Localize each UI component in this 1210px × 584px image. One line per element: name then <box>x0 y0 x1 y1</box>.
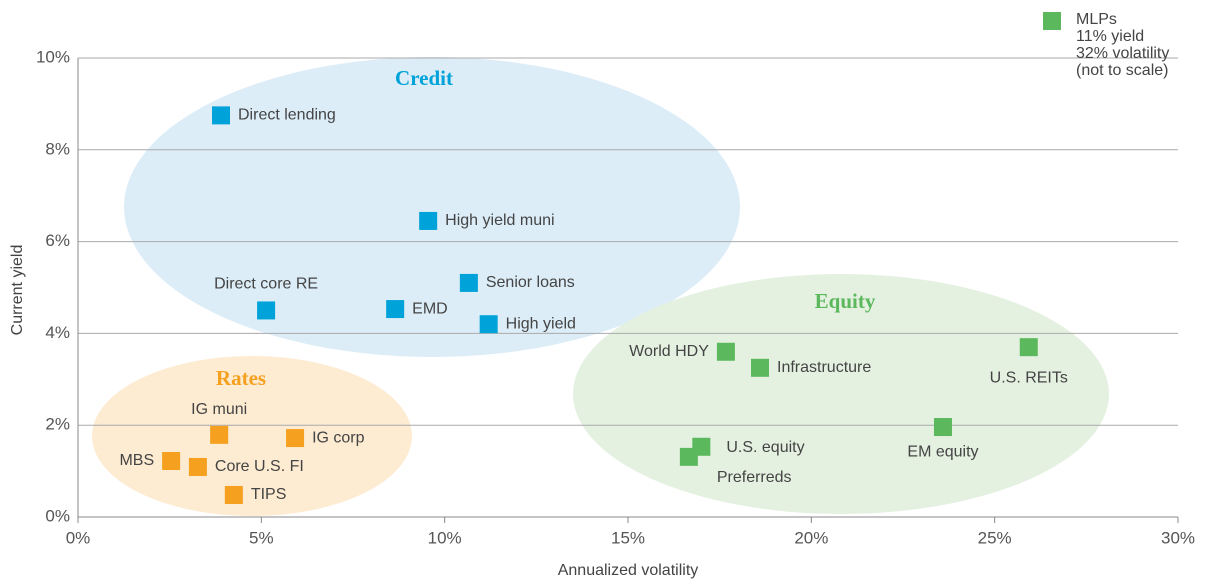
rates-region <box>92 356 412 516</box>
point-label: MBS <box>119 452 154 469</box>
point <box>188 457 207 476</box>
annotation: 11% yield <box>1076 28 1144 45</box>
annotation: 32% volatility <box>1076 45 1169 62</box>
point <box>212 106 230 125</box>
point <box>751 358 769 377</box>
y-tick-label: 2% <box>45 415 70 434</box>
point <box>716 342 735 361</box>
point-label: EMD <box>412 300 448 317</box>
point <box>479 315 498 334</box>
point-label: EM equity <box>907 443 978 460</box>
point <box>224 485 243 504</box>
x-tick-label: 10% <box>428 528 462 547</box>
point-label: World HDY <box>629 343 709 360</box>
point-label: IG corp <box>312 429 365 446</box>
y-tick-label: 8% <box>45 139 70 158</box>
point <box>419 211 438 230</box>
y-tick-label: 4% <box>45 323 70 342</box>
point <box>1019 338 1038 357</box>
x-tick-label: 30% <box>1161 528 1195 547</box>
x-tick-label: 5% <box>249 528 274 547</box>
point <box>257 301 276 320</box>
annotation: (not to scale) <box>1076 62 1168 79</box>
group-label: Rates <box>216 366 266 390</box>
point-label: IG muni <box>191 401 247 418</box>
y-axis-title: Current yield <box>9 245 26 336</box>
y-tick-label: 0% <box>45 506 70 525</box>
point-label: Senior loans <box>486 274 575 291</box>
point <box>162 452 181 471</box>
annotation-marker <box>1043 12 1061 30</box>
x-axis-title: Annualized volatility <box>558 562 699 579</box>
group-label: Credit <box>395 66 453 90</box>
x-tick-label: 20% <box>794 528 828 547</box>
point-label: TIPS <box>251 486 287 503</box>
point <box>459 273 478 292</box>
point-label: U.S. REITs <box>990 369 1068 386</box>
group-label: Equity <box>815 289 876 313</box>
x-tick-label: 15% <box>611 528 645 547</box>
point <box>210 425 229 444</box>
y-tick-label: 10% <box>36 47 70 66</box>
y-tick-label: 6% <box>45 231 70 250</box>
x-tick-label: 0% <box>66 528 91 547</box>
point <box>286 429 305 448</box>
point-label: High yield muni <box>445 212 554 229</box>
x-tick-label: 25% <box>978 528 1012 547</box>
annotation: MLPs <box>1076 11 1117 28</box>
point-label: Direct core RE <box>214 276 318 293</box>
point-label: High yield <box>506 315 576 332</box>
point-label: U.S. equity <box>726 439 804 456</box>
credit-region <box>124 57 740 357</box>
point <box>679 447 698 466</box>
point <box>386 300 405 319</box>
point-label: Direct lending <box>238 107 336 124</box>
point-label: Infrastructure <box>777 359 871 376</box>
point-label: Preferreds <box>717 469 792 486</box>
point-label: Core U.S. FI <box>215 458 304 475</box>
point <box>933 418 952 437</box>
